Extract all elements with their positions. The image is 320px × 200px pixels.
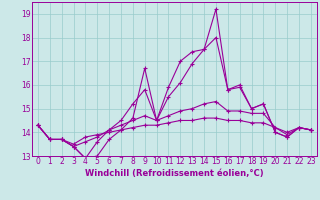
X-axis label: Windchill (Refroidissement éolien,°C): Windchill (Refroidissement éolien,°C) — [85, 169, 264, 178]
